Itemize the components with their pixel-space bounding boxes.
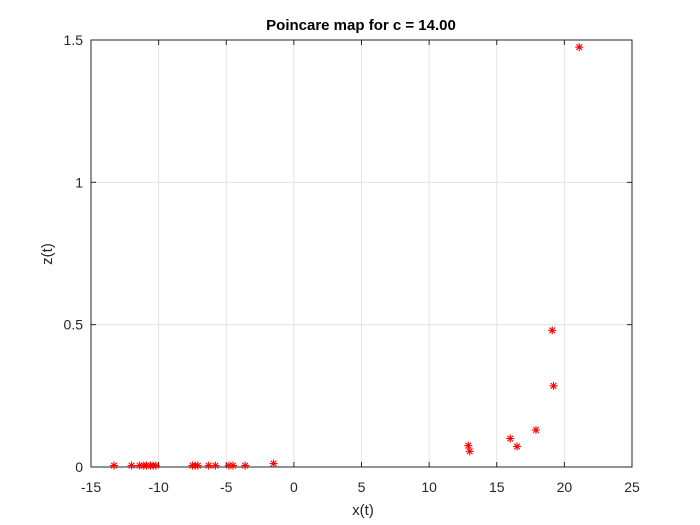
data-point-asterisk (193, 461, 202, 470)
data-point-asterisk (575, 43, 584, 52)
x-axis-label: x(t) (352, 502, 374, 519)
y-tick-label: 1 (75, 174, 83, 190)
x-tick-label: 0 (290, 479, 298, 495)
y-axis-label: z(t) (39, 243, 56, 265)
data-point-asterisk (151, 461, 160, 470)
x-tick-label: -15 (81, 479, 101, 495)
y-tick-label: 1.5 (64, 32, 84, 48)
x-tick-label: 10 (421, 479, 437, 495)
x-tick-label: -5 (220, 479, 233, 495)
data-point-asterisk (548, 326, 557, 335)
data-point-asterisk (269, 459, 278, 468)
data-point-asterisk (506, 434, 515, 443)
y-axis-tick-labels: 0 0.5 1 1.5 (64, 32, 84, 475)
y-tick-label: 0 (75, 459, 83, 475)
x-tick-label: 15 (489, 479, 505, 495)
data-point-asterisk (109, 461, 118, 470)
data-point-asterisk (204, 461, 213, 470)
x-tick-label: 20 (557, 479, 573, 495)
data-point-asterisk (531, 425, 540, 434)
data-points (109, 43, 584, 470)
data-point-asterisk (465, 447, 474, 456)
data-point-asterisk (241, 461, 250, 470)
data-point-asterisk (549, 381, 558, 390)
x-tick-label: 25 (624, 479, 640, 495)
x-tick-label: -10 (149, 479, 169, 495)
y-axis-ticks (91, 39, 632, 468)
data-point-asterisk (513, 442, 522, 451)
data-point-asterisk (127, 461, 136, 470)
y-tick-label: 0.5 (64, 317, 84, 333)
chart-title: Poincare map for c = 14.00 (266, 17, 456, 34)
data-point-asterisk (211, 461, 220, 470)
x-tick-label: 5 (358, 479, 366, 495)
data-point-asterisk (229, 461, 238, 470)
x-axis-tick-labels: -15 -10 -5 0 5 10 15 20 25 (81, 479, 640, 495)
data-point-asterisk (464, 441, 473, 450)
x-axis-ticks (90, 40, 633, 467)
